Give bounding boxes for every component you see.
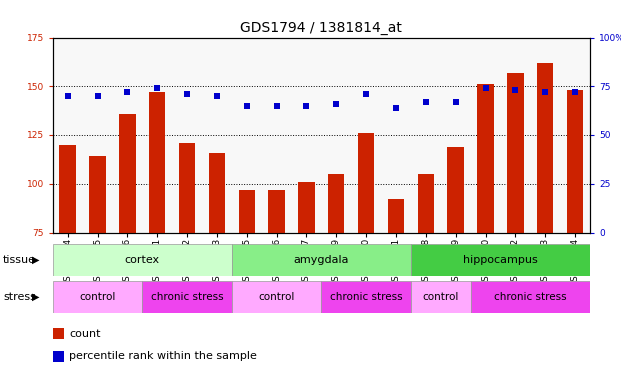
Point: [301, 103, 311, 109]
Bar: [411, 244, 590, 276]
Text: control: control: [422, 292, 459, 302]
Text: chronic stress: chronic stress: [330, 292, 402, 302]
Text: tissue: tissue: [3, 255, 36, 265]
Bar: [471, 281, 590, 313]
Bar: [268, 190, 285, 232]
Text: count: count: [69, 329, 101, 339]
Point: [481, 85, 491, 91]
Bar: [232, 244, 411, 276]
Bar: [53, 244, 232, 276]
Bar: [119, 114, 135, 232]
Bar: [179, 143, 195, 232]
Bar: [507, 73, 524, 232]
Point: [93, 93, 102, 99]
Text: hippocampus: hippocampus: [463, 255, 538, 265]
Bar: [232, 281, 322, 313]
Bar: [149, 92, 165, 232]
Bar: [411, 281, 471, 313]
Bar: [238, 190, 255, 232]
Point: [182, 91, 192, 97]
Bar: [537, 63, 553, 232]
Point: [540, 89, 550, 95]
Bar: [142, 281, 232, 313]
Text: chronic stress: chronic stress: [151, 292, 224, 302]
Point: [212, 93, 222, 99]
Bar: [53, 281, 142, 313]
Point: [510, 87, 520, 93]
Bar: [322, 281, 411, 313]
Point: [391, 105, 401, 111]
Bar: [478, 84, 494, 232]
Text: ▶: ▶: [32, 255, 40, 265]
Point: [63, 93, 73, 99]
Point: [332, 101, 342, 107]
Point: [361, 91, 371, 97]
Bar: [388, 200, 404, 232]
Bar: [298, 182, 315, 232]
Bar: [328, 174, 345, 232]
Point: [451, 99, 461, 105]
Text: chronic stress: chronic stress: [494, 292, 566, 302]
Point: [421, 99, 431, 105]
Point: [152, 85, 162, 91]
Bar: [358, 133, 374, 232]
Bar: [60, 145, 76, 232]
Text: control: control: [258, 292, 295, 302]
Bar: [417, 174, 434, 232]
Point: [570, 89, 580, 95]
Bar: [89, 156, 106, 232]
Text: percentile rank within the sample: percentile rank within the sample: [69, 351, 257, 361]
Text: ▶: ▶: [32, 292, 40, 302]
Bar: [448, 147, 464, 232]
Text: control: control: [79, 292, 116, 302]
Point: [271, 103, 281, 109]
Title: GDS1794 / 1381814_at: GDS1794 / 1381814_at: [240, 21, 402, 35]
Bar: [567, 90, 583, 232]
Point: [122, 89, 132, 95]
Point: [242, 103, 252, 109]
Text: amygdala: amygdala: [294, 255, 349, 265]
Bar: [209, 153, 225, 232]
Text: cortex: cortex: [125, 255, 160, 265]
Text: stress: stress: [3, 292, 36, 302]
